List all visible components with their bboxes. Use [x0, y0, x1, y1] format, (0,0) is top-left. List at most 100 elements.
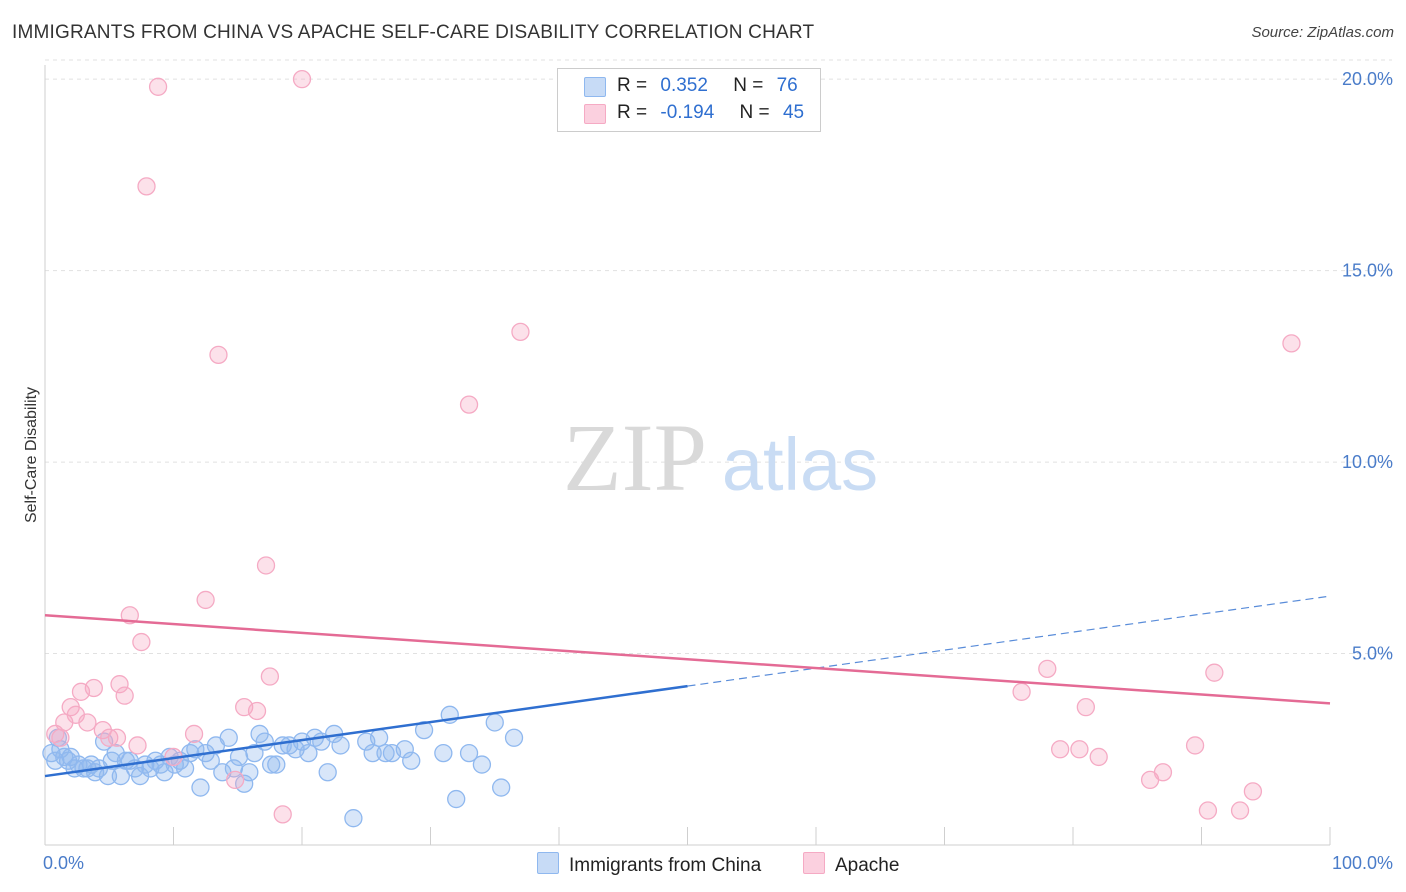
legend-r-label: R =	[617, 102, 648, 123]
legend-swatch-china	[584, 77, 606, 97]
point-china	[504, 728, 524, 747]
point-apache	[226, 770, 245, 790]
point-china	[414, 720, 434, 740]
legend: R = 0.352 N = 76 R = -0.194 N = 45	[557, 68, 821, 132]
point-apache	[148, 77, 168, 96]
point-apache	[196, 590, 215, 610]
point-china	[240, 763, 259, 782]
point-china	[106, 743, 125, 763]
point-apache	[1185, 736, 1205, 755]
legend-n-label: N =	[733, 75, 764, 96]
point-china	[402, 751, 421, 770]
point-china	[255, 732, 274, 751]
point-china	[61, 747, 80, 767]
legend-r-value: 0.352	[660, 75, 708, 96]
point-apache	[1012, 682, 1031, 701]
y-tick-label: 15.0%	[1342, 261, 1393, 281]
point-apache	[120, 606, 139, 625]
point-apache	[256, 556, 276, 575]
point-china	[447, 789, 466, 809]
point-apache	[511, 322, 530, 342]
point-apache	[184, 724, 204, 744]
point-apache	[1230, 801, 1250, 820]
point-china	[485, 713, 504, 732]
watermark-atlas: atlas	[722, 423, 878, 506]
watermark-zip: ZIP	[563, 404, 707, 511]
point-china	[235, 774, 254, 793]
x-tick-label: 100.0%	[1332, 853, 1393, 873]
x-tick-label: 0.0%	[43, 853, 84, 873]
point-apache	[209, 345, 228, 365]
point-china	[262, 755, 281, 774]
point-china	[434, 743, 453, 763]
data-points	[42, 69, 1301, 828]
point-china	[299, 743, 318, 763]
point-china	[363, 743, 382, 763]
bottom-legend-swatch-china	[537, 852, 559, 874]
point-china	[395, 740, 414, 759]
point-apache	[1038, 659, 1057, 679]
trend-line-china	[44, 684, 688, 778]
point-apache	[1076, 697, 1095, 717]
legend-swatch-apache	[584, 104, 606, 124]
series-china-points	[42, 705, 524, 828]
point-apache	[247, 701, 267, 721]
point-apache	[1198, 801, 1218, 820]
watermark: ZIP atlas	[563, 404, 878, 511]
point-apache	[84, 678, 103, 698]
point-china	[369, 728, 389, 747]
point-china	[130, 766, 150, 786]
point-apache	[1243, 782, 1263, 801]
point-apache	[1051, 740, 1070, 759]
point-china	[492, 778, 511, 797]
point-china	[267, 755, 286, 774]
point-apache	[459, 395, 479, 414]
point-china	[318, 763, 337, 782]
series-apache-points	[46, 69, 1301, 824]
axes	[44, 65, 1331, 846]
point-apache	[100, 728, 119, 747]
point-china	[331, 736, 350, 755]
bottom-legend-china: Immigrants from China	[537, 852, 761, 877]
y-tick-label: 5.0%	[1352, 644, 1393, 664]
point-apache	[273, 805, 292, 824]
point-apache	[292, 69, 312, 89]
bottom-legend-label-china: Immigrants from China	[569, 855, 762, 876]
bottom-legend-label-apache: Apache	[835, 855, 900, 876]
point-apache	[78, 713, 97, 732]
chart-title: IMMIGRANTS FROM CHINA VS APACHE SELF-CAR…	[12, 22, 815, 43]
point-apache	[110, 675, 129, 694]
point-china	[376, 743, 395, 763]
point-apache	[115, 686, 134, 705]
legend-n-value: 45	[782, 102, 805, 123]
grid-lines	[45, 59, 1392, 655]
point-china	[344, 809, 363, 828]
y-tick-label: 20.0%	[1342, 69, 1393, 89]
legend-r-label: R =	[617, 75, 648, 96]
point-apache	[128, 736, 147, 755]
point-apache	[1153, 763, 1173, 782]
point-apache	[132, 632, 151, 652]
point-apache	[107, 728, 127, 747]
legend-r-value: -0.194	[660, 102, 715, 123]
y-axis-label: Self-Care Disability	[23, 387, 40, 523]
point-apache	[1070, 740, 1089, 759]
point-apache	[51, 728, 70, 747]
point-china	[472, 755, 492, 774]
legend-n-value: 76	[776, 75, 798, 96]
bottom-legend-apache: Apache	[803, 852, 899, 877]
trend-line-china-projection	[687, 595, 1331, 687]
point-apache	[1089, 747, 1108, 767]
legend-n-label: N =	[739, 102, 770, 123]
point-apache	[137, 177, 156, 196]
point-apache	[1282, 334, 1301, 353]
point-apache	[260, 667, 280, 686]
point-china	[219, 728, 238, 747]
trend-line-apache	[44, 613, 1331, 705]
point-china	[245, 743, 264, 763]
trend-lines	[44, 595, 1331, 778]
tick-labels: 5.0% 10.0% 15.0% 20.0% 0.0% 100.0%	[43, 69, 1393, 873]
point-china	[191, 778, 210, 797]
point-apache	[1205, 663, 1224, 682]
